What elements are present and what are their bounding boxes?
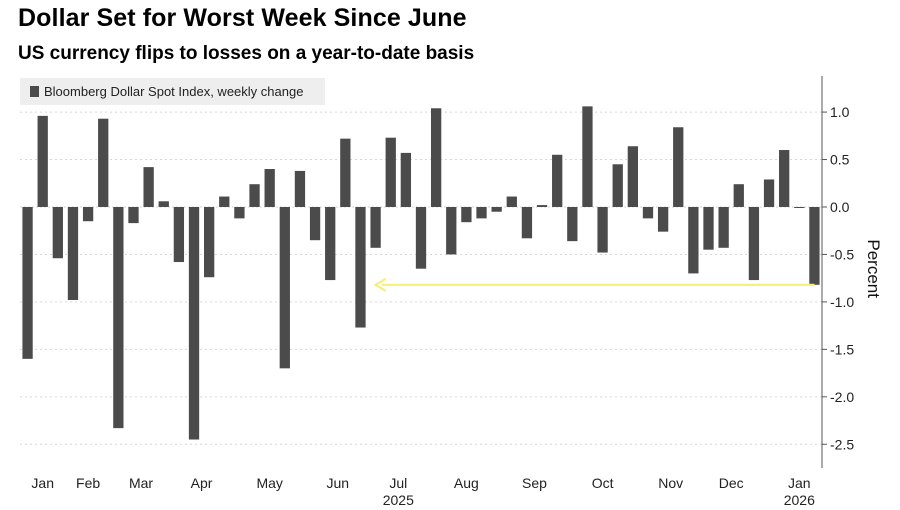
legend-swatch [30,86,39,97]
y-tick-label: -0.5 [830,246,854,262]
bar-week-33 [506,196,517,207]
bar-week-21 [325,206,336,281]
x-tick-label: Sep [522,475,547,491]
y-tick-label: -2.0 [830,389,854,405]
bar-week-9 [143,167,154,207]
bar-week-6 [98,118,109,207]
x-year-label: 2025 [383,492,414,508]
bar-week-16 [249,184,260,207]
bar-week-30 [461,206,472,223]
y-axis-title: Percent [864,239,883,298]
bar-week-50 [763,179,775,207]
bar-week-35 [536,205,548,207]
bar-week-15 [234,206,245,219]
bar-week-43 [657,206,669,232]
bar-week-48 [733,184,744,207]
bar-week-36 [552,154,563,207]
x-tick-label: Apr [191,475,213,491]
x-tick-label: Jul [389,475,407,491]
x-tick-label: Jan [31,475,54,491]
bar-week-52 [794,206,805,208]
y-tick-label: 0.5 [830,152,850,168]
x-year-label: 2026 [784,492,815,508]
bar-week-32 [491,206,502,212]
bar-week-49 [748,206,760,281]
bar-week-20 [309,206,321,241]
bar-week-14 [219,196,230,207]
x-tick-label: Feb [76,475,100,491]
legend-label: Bloomberg Dollar Spot Index, weekly chan… [44,84,304,99]
bar-week-2 [37,115,48,207]
bar-week-51 [779,150,790,207]
bar-week-18 [279,206,290,369]
x-tick-label: Jan [788,475,811,491]
bar-week-17 [264,169,275,207]
bar-week-25 [385,137,396,207]
bar-week-53 [809,206,820,285]
bar-week-24 [370,206,381,248]
x-tick-label: Nov [658,475,683,491]
y-tick-label: 0.0 [830,199,850,215]
bar-week-11 [173,206,185,263]
bar-week-37 [567,206,578,242]
bar-week-44 [673,127,684,207]
x-tick-label: May [256,475,282,491]
bar-week-34 [521,206,533,239]
y-tick-label: 1.0 [830,104,850,120]
bar-week-46 [703,206,714,250]
bar-week-39 [597,206,608,253]
x-tick-label: Dec [719,475,744,491]
bar-week-31 [476,206,487,219]
y-tick-label: -2.5 [830,436,854,452]
bar-week-45 [688,206,699,274]
bar-week-3 [52,206,63,259]
bar-week-5 [82,206,94,222]
bar-week-23 [355,206,366,328]
bar-week-40 [612,164,623,207]
bar-week-27 [415,206,427,269]
bar-week-47 [718,206,729,248]
bar-week-12 [188,206,200,440]
y-tick-label: -1.5 [830,341,854,357]
bar-week-7 [113,206,124,429]
bar-week-22 [340,138,351,207]
highlight-arrow-head [373,277,387,292]
bar-week-1 [22,206,33,359]
bar-week-10 [158,201,169,207]
bar-week-8 [128,206,139,224]
chart-subtitle: US currency flips to losses on a year-to… [18,43,475,64]
x-tick-label: Mar [129,475,153,491]
bar-week-28 [430,108,442,207]
bar-week-29 [446,206,457,255]
x-tick-label: Jun [326,475,349,491]
bar-week-13 [204,206,215,278]
x-tick-label: Oct [592,475,614,491]
x-tick-label: Aug [454,475,479,491]
bar-week-26 [400,152,412,207]
bar-week-38 [582,106,593,207]
bar-week-4 [67,206,79,300]
chart-legend: Bloomberg Dollar Spot Index, weekly chan… [20,78,325,105]
bar-week-19 [294,170,306,207]
bar-week-41 [627,146,638,207]
bar-week-42 [642,206,654,219]
chart-title: Dollar Set for Worst Week Since June [18,4,467,32]
y-tick-label: -1.0 [830,294,854,310]
